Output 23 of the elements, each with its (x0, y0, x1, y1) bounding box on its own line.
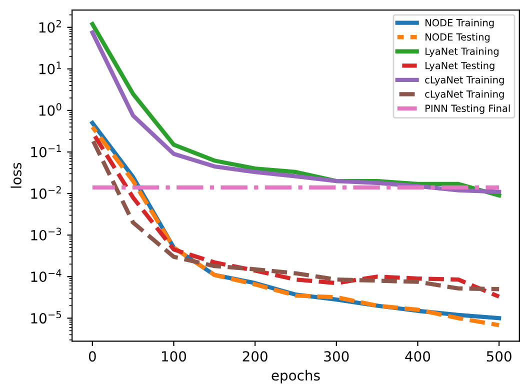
legend-label: cLyaNet Training (425, 90, 504, 100)
y-tick-label: 10$^{−2}$ (31, 186, 61, 199)
x-axis-title: epochs (272, 370, 320, 384)
y-tick-label: 10$^{−3}$ (31, 228, 62, 240)
y-tick-label: 10$^{0}$ (39, 103, 62, 116)
y-tick-label: 10$^{−1}$ (31, 144, 61, 158)
x-tick-label: 500 (486, 351, 512, 362)
legend-label: LyaNet Testing (426, 62, 494, 72)
x-tick-label: 200 (242, 351, 268, 362)
legend-label: PINN Testing Final (426, 104, 510, 114)
legend-label: NODE Testing (426, 33, 490, 43)
y-tick-label: 10$^{1}$ (39, 62, 62, 74)
legend-label: LyaNet Training (426, 47, 498, 57)
x-tick-label: 300 (324, 351, 349, 362)
y-axis-title: loss (10, 162, 22, 188)
x-tick-label: 400 (405, 351, 430, 362)
legend-label: NODE Training (426, 18, 494, 28)
y-tick-label: 10$^{−4}$ (31, 269, 62, 282)
legend-label: cLyaNet Training (425, 76, 504, 86)
y-tick-label: 10$^{2}$ (39, 20, 61, 33)
x-tick-label: 100 (162, 351, 186, 362)
y-tick-label: 10$^{−5}$ (31, 310, 62, 324)
x-tick-label: 0 (88, 351, 96, 362)
